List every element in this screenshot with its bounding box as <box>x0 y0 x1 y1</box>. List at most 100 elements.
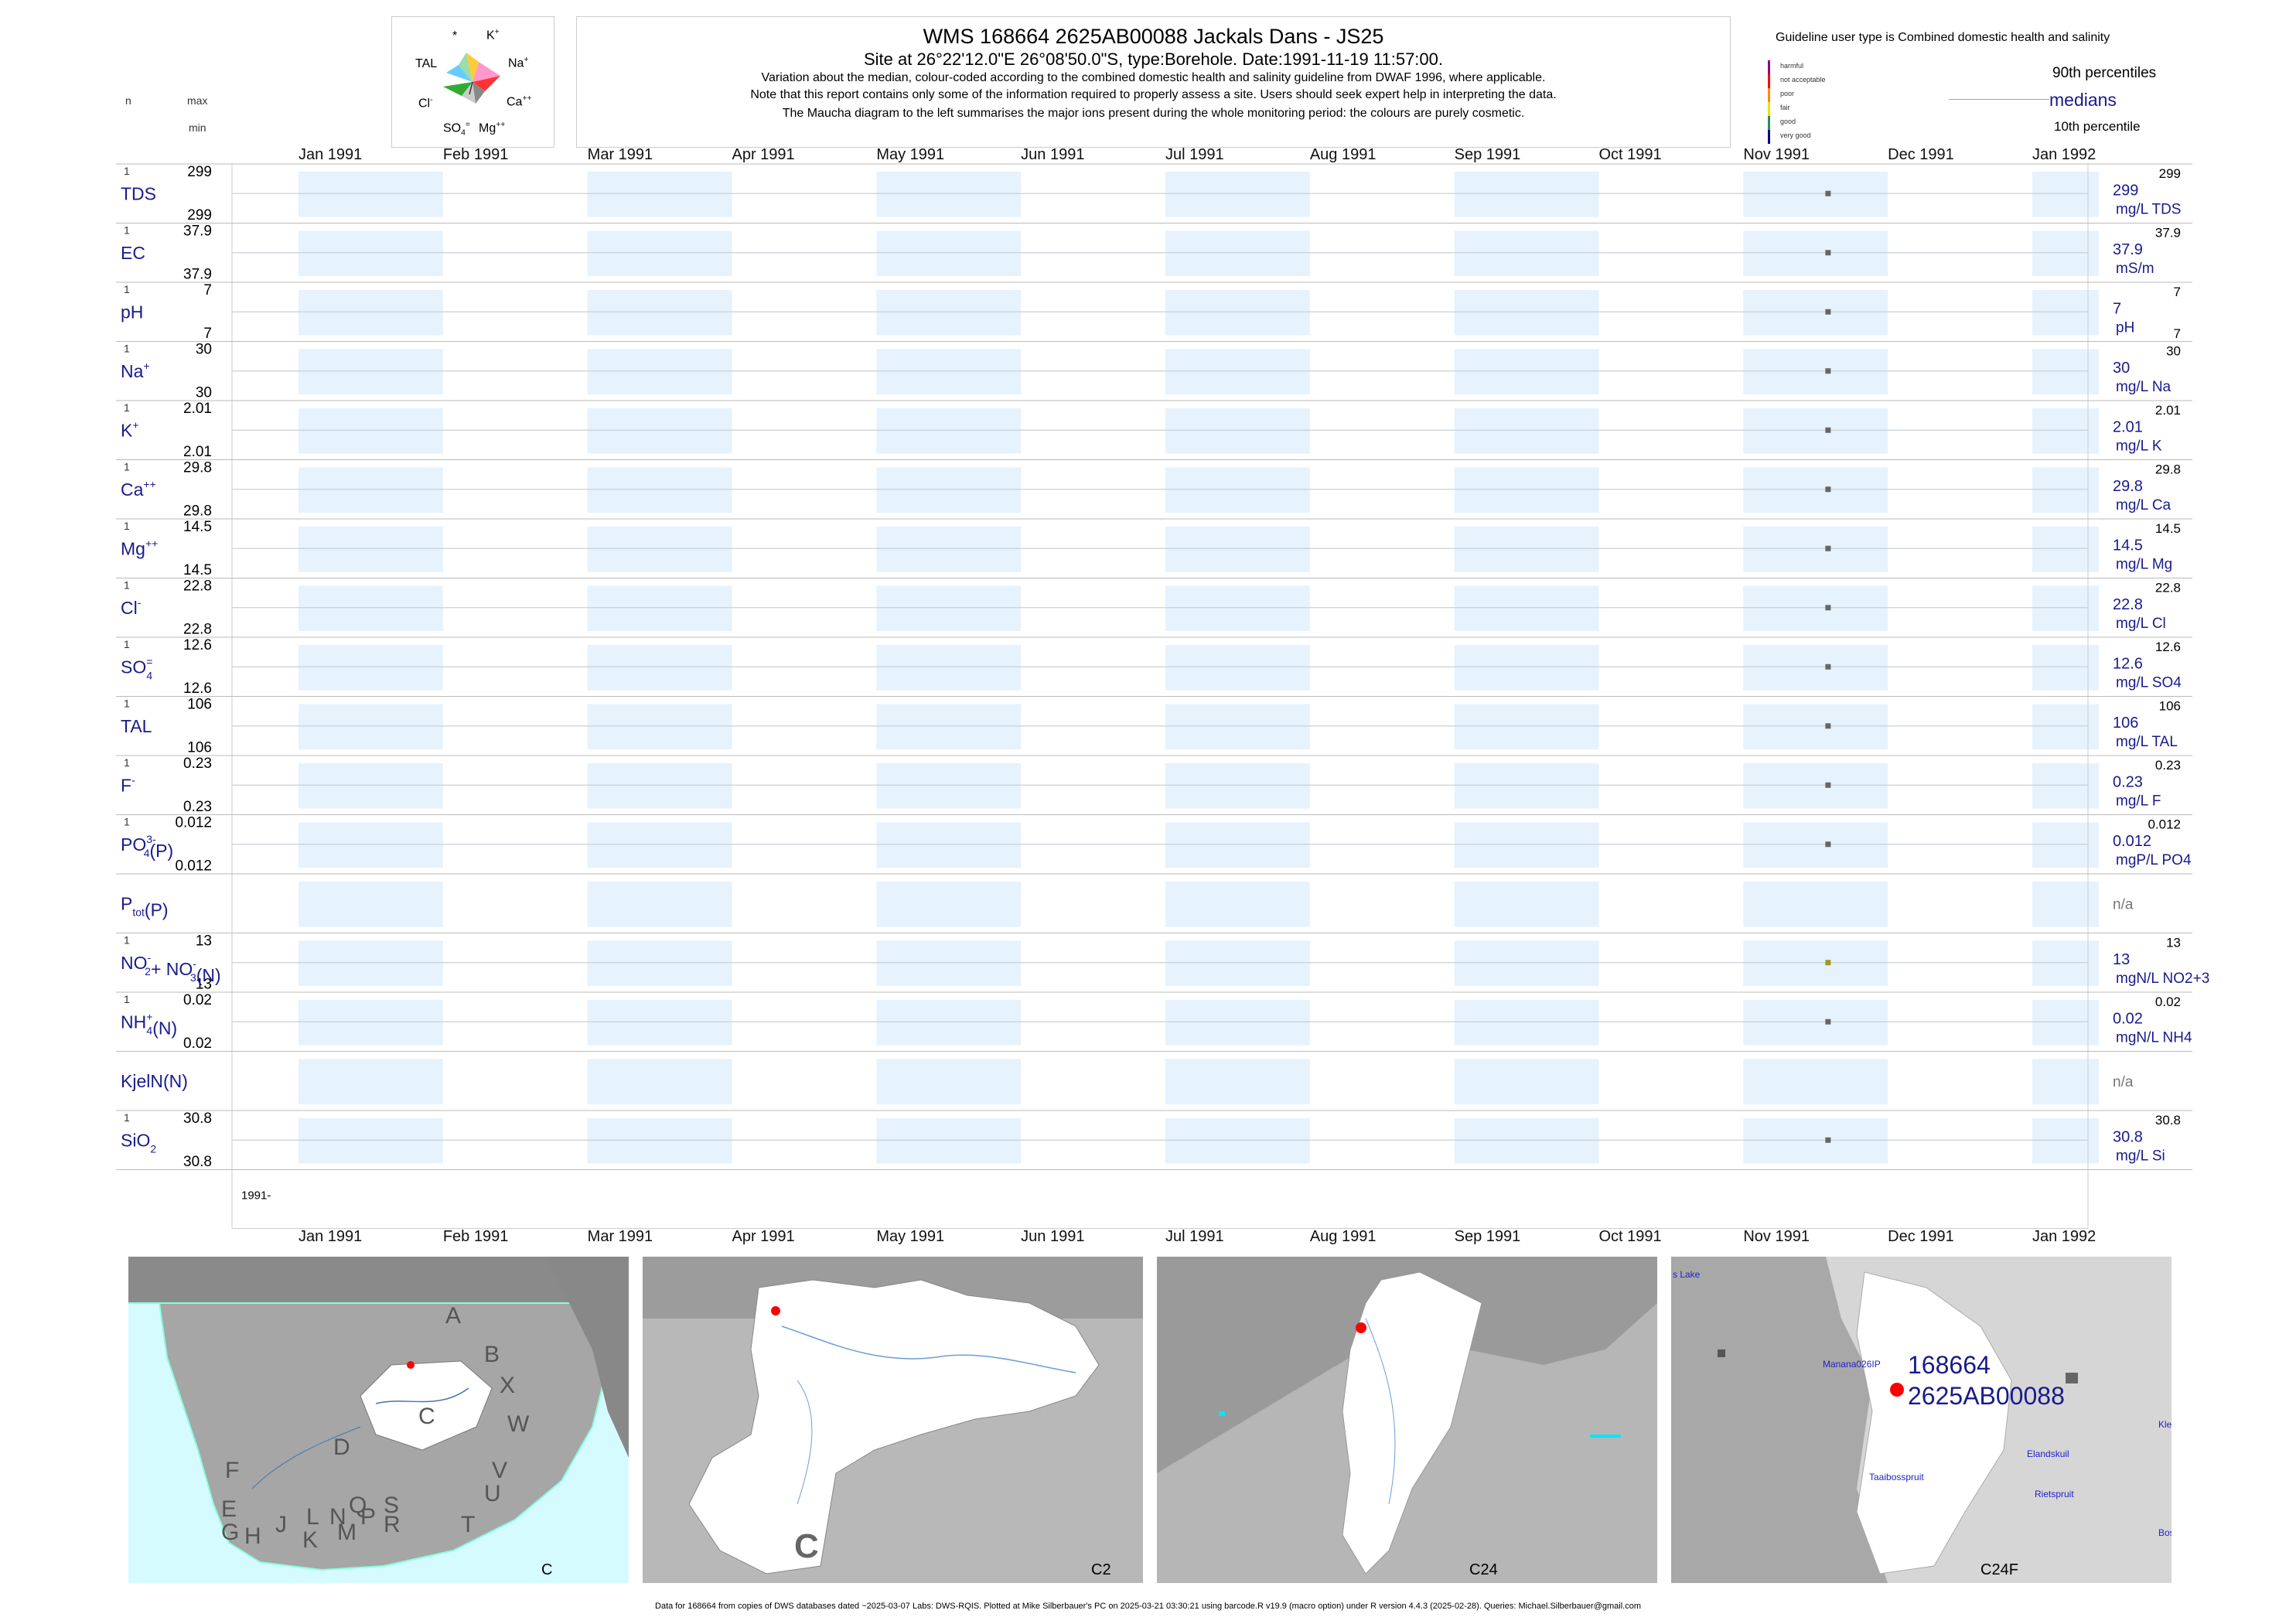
month-band <box>587 408 732 454</box>
row-median: 0.012 <box>2113 833 2151 850</box>
month-band <box>1454 763 1599 809</box>
month-band <box>1454 645 1599 691</box>
month-tick-label-top: Nov 1991 <box>1743 146 1810 163</box>
map-region-label: N <box>329 1504 346 1530</box>
row-min: 30 <box>196 385 212 401</box>
row-p90: 7 <box>2174 285 2181 299</box>
row-parameter-name: EC <box>121 243 145 263</box>
maucha-k-label: K+ <box>486 28 500 43</box>
map-region-label: R <box>384 1512 401 1537</box>
month-band <box>876 467 1022 513</box>
map-region-label: S <box>384 1493 400 1518</box>
map-place-label: Manana026IP <box>1823 1359 1881 1370</box>
map-place-label: s Lake <box>1673 1269 1701 1280</box>
month-band <box>1743 230 1888 276</box>
guideline-level-label: good <box>1780 118 1796 125</box>
sample-point <box>1825 841 1831 848</box>
map-c24f-graphic <box>1718 1257 2171 1583</box>
row-median: 14.5 <box>2113 537 2143 554</box>
month-tick-label-top: Jul 1991 <box>1165 146 1224 163</box>
row-unit: mgN/L NH4 <box>2116 1029 2192 1046</box>
month-band <box>299 763 443 809</box>
sample-point <box>1825 782 1831 788</box>
month-band <box>299 585 443 631</box>
row-max: 299 <box>187 164 212 180</box>
sample-point <box>1825 486 1831 493</box>
row-p90: 0.012 <box>2148 817 2181 832</box>
month-band <box>587 822 732 868</box>
row-median: 22.8 <box>2113 596 2143 613</box>
row-n: 1 <box>124 224 130 237</box>
row-n: 1 <box>124 1111 130 1124</box>
month-band <box>1165 172 1310 217</box>
month-band <box>2032 467 2099 513</box>
map-region-label: P <box>360 1504 377 1530</box>
row-p90: 12.6 <box>2155 640 2181 654</box>
month-tick-label-top: Dec 1991 <box>1888 146 1954 163</box>
map-region-label: A <box>445 1303 462 1329</box>
guideline-level-swatch <box>1768 88 1770 102</box>
sample-point <box>1825 368 1831 374</box>
row-min: 299 <box>187 207 212 223</box>
row-p90: 14.5 <box>2155 521 2181 536</box>
month-band <box>299 822 443 868</box>
row-parameter-name: pH <box>121 302 143 322</box>
month-band <box>1743 527 1888 572</box>
month-band <box>299 1000 443 1046</box>
month-band <box>1743 822 1888 868</box>
month-tick-label-top: Aug 1991 <box>1310 146 1377 163</box>
map-catchment-c2: C C2 <box>643 1257 1143 1583</box>
map-region-label: V <box>492 1458 508 1483</box>
row-median: 13 <box>2113 951 2130 968</box>
map-place-label: Rietspruit <box>2035 1489 2074 1499</box>
month-band <box>2032 290 2099 336</box>
month-band <box>1743 290 1888 336</box>
guideline-title: Guideline user type is Combined domestic… <box>1776 31 2110 44</box>
guideline-level-label: not acceptable <box>1780 76 1826 84</box>
row-median: 7 <box>2113 300 2121 317</box>
site-info: Site at 26°22'12.0"E 26°08'50.0"S, type:… <box>864 49 1443 69</box>
month-band <box>299 467 443 513</box>
row-parameter-name: TAL <box>121 716 152 736</box>
guideline-level-label: poor <box>1780 90 1795 97</box>
maucha-cl-label: Cl- <box>418 96 433 111</box>
map-place-label: Elandskuil <box>2027 1448 2069 1459</box>
month-band <box>876 645 1022 691</box>
row-unit: mg/L F <box>2116 793 2161 809</box>
note-maucha: The Maucha diagram to the left summarise… <box>782 107 1525 120</box>
month-tick-label-top: Sep 1991 <box>1455 146 1521 163</box>
map-catchment-c24f: s Lake Manana026IP Taaibosspruit Elandskuil… <box>1671 1257 2171 1583</box>
month-band <box>1454 527 1599 572</box>
month-tick-label-bottom: Aug 1991 <box>1310 1228 1377 1245</box>
month-band <box>1165 882 1310 927</box>
month-band <box>587 467 732 513</box>
month-band <box>1165 527 1310 572</box>
month-tick-label-bottom: Jul 1991 <box>1165 1228 1224 1245</box>
month-band <box>1743 940 1888 986</box>
p10-label: 10th percentile <box>2054 119 2141 134</box>
sample-point <box>1825 190 1831 196</box>
row-unit: mg/L K <box>2116 438 2162 454</box>
row-parameter-name: Ptot(P) <box>121 893 169 919</box>
month-band <box>299 1118 443 1164</box>
row-max: 0.012 <box>175 815 212 831</box>
row-n: 1 <box>124 934 130 947</box>
month-band <box>876 527 1022 572</box>
month-band <box>1454 704 1599 749</box>
row-unit: mg/L TAL <box>2116 734 2178 750</box>
month-band <box>299 408 443 454</box>
month-band <box>876 230 1022 276</box>
map-region-label: F <box>225 1458 240 1483</box>
month-tick-label-bottom: Jan 1991 <box>299 1228 362 1245</box>
month-band <box>299 940 443 986</box>
row-p90: 29.8 <box>2155 462 2181 477</box>
row-median: 30 <box>2113 360 2130 377</box>
month-band <box>587 230 732 276</box>
water-quality-chart: Jan 1991 Jan 1991 Feb 1991 Feb 1991 Mar 1991… <box>116 146 2209 1245</box>
sample-point <box>1825 309 1831 315</box>
month-band <box>1165 585 1310 631</box>
row-min: 2.01 <box>183 444 212 460</box>
guideline-level-swatch <box>1768 60 1770 74</box>
month-band <box>1454 940 1599 986</box>
